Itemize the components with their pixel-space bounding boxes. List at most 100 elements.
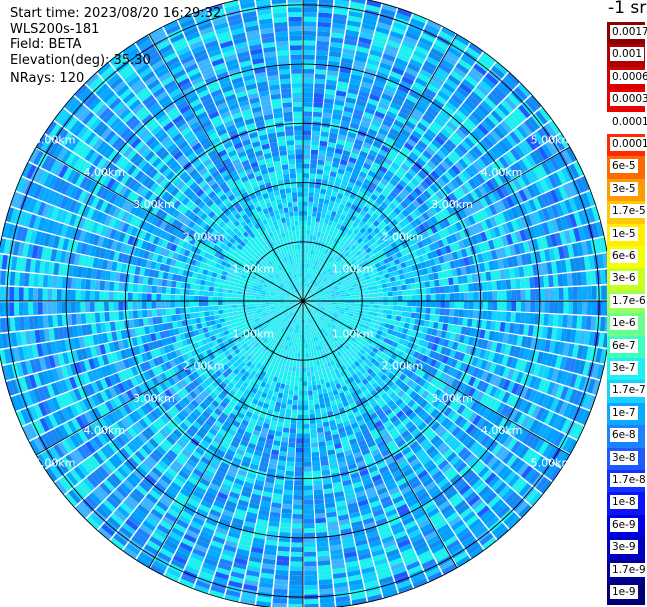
- ppi-cell: [445, 235, 454, 245]
- ppi-cell: [467, 133, 479, 145]
- ppi-cell: [303, 381, 308, 387]
- ppi-cell: [454, 175, 464, 187]
- ppi-cell: [398, 220, 407, 229]
- ppi-cell: [287, 370, 292, 376]
- ppi-cell: [443, 54, 457, 66]
- ppi-cell: [391, 310, 398, 316]
- ppi-cell: [422, 190, 432, 200]
- ppi-cell: [451, 251, 459, 260]
- ppi-cell: [425, 128, 437, 139]
- ppi-cell: [296, 433, 303, 439]
- ppi-cell: [388, 149, 398, 158]
- ppi-cell: [362, 223, 370, 231]
- ppi-cell: [347, 242, 354, 248]
- ppi-cell: [507, 114, 520, 128]
- ppi-cell: [559, 201, 569, 215]
- ppi-cell: [376, 224, 384, 231]
- ppi-cell: [339, 225, 346, 232]
- ppi-cell: [501, 197, 511, 210]
- ppi-cell: [303, 64, 315, 70]
- ppi-cell: [491, 189, 502, 202]
- ppi-cell: [438, 315, 445, 323]
- ppi-cell: [515, 289, 521, 301]
- ppi-cell: [314, 289, 319, 294]
- ppi-cell: [521, 156, 533, 170]
- ppi-cell: [354, 217, 362, 225]
- ppi-cell: [405, 120, 416, 130]
- ppi-cell: [303, 291, 306, 297]
- ppi-cell: [416, 301, 422, 307]
- ppi-cell: [488, 260, 495, 271]
- ppi-cell: [363, 230, 370, 238]
- ppi-cell: [409, 211, 418, 220]
- ppi-cell: [319, 290, 325, 294]
- ppi-cell: [357, 95, 369, 103]
- ppi-cell: [489, 177, 500, 189]
- ppi-cell: [304, 542, 316, 548]
- ppi-cell: [305, 293, 310, 298]
- ppi-cell: [541, 207, 551, 221]
- ppi-cell: [494, 159, 506, 172]
- ppi-cell: [380, 279, 387, 284]
- ppi-cell: [307, 376, 312, 382]
- ppi-cell: [379, 260, 386, 266]
- ppi-cell: [308, 201, 313, 207]
- ppi-cell: [288, 389, 294, 396]
- ppi-cell: [447, 153, 458, 165]
- ppi-cell: [289, 361, 294, 367]
- ppi-cell: [457, 143, 468, 155]
- ppi-cell: [355, 134, 366, 142]
- ppi-cell: [563, 287, 569, 300]
- ppi-cell: [360, 166, 370, 175]
- ppi-cell: [460, 140, 472, 152]
- ppi-cell: [400, 163, 410, 172]
- ppi-cell: [320, 184, 328, 190]
- ppi-cell: [314, 503, 325, 510]
- ppi-cell: [345, 305, 351, 309]
- ppi-cell: [331, 118, 341, 125]
- ppi-cell: [347, 20, 361, 28]
- ppi-cell: [429, 314, 435, 322]
- ppi-cell: [391, 281, 397, 287]
- ppi-cell: [421, 91, 434, 102]
- ppi-cell: [328, 262, 333, 268]
- ppi-cell: [343, 106, 354, 114]
- ppi-cell: [541, 262, 548, 275]
- ppi-cell: [533, 131, 545, 146]
- ppi-cell: [482, 136, 494, 149]
- ppi-cell: [444, 301, 450, 309]
- ppi-cell: [362, 194, 370, 202]
- ppi-cell: [453, 284, 460, 293]
- ppi-cell: [554, 187, 564, 202]
- ppi-cell: [325, 280, 330, 285]
- ppi-cell: [484, 229, 493, 241]
- ppi-cell: [355, 298, 360, 301]
- ppi-cell: [311, 295, 317, 298]
- ppi-cell: [312, 296, 317, 299]
- ppi-cell: [442, 105, 455, 117]
- ppi-cell: [511, 301, 517, 312]
- ppi-cell: [314, 282, 319, 287]
- ppi-cell: [303, 182, 309, 188]
- ppi-cell: [434, 286, 441, 294]
- ppi-cell: [471, 212, 481, 224]
- ppi-cell: [312, 389, 318, 396]
- ppi-cell: [289, 584, 303, 591]
- ppi-cell: [347, 181, 355, 189]
- ppi-cell: [446, 205, 455, 216]
- ppi-cell: [335, 295, 341, 298]
- ppi-cell: [370, 145, 380, 153]
- ppi-cell: [303, 367, 307, 373]
- ppi-cell: [321, 227, 327, 234]
- ppi-cell: [303, 144, 311, 150]
- ppi-cell: [385, 169, 395, 178]
- ppi-cell: [303, 30, 317, 36]
- ppi-cell: [459, 82, 473, 95]
- ppi-cell: [312, 297, 317, 299]
- ppi-cell: [314, 508, 326, 514]
- ppi-cell: [329, 264, 335, 270]
- ppi-cell: [304, 551, 317, 557]
- ppi-cell: [282, 427, 290, 433]
- ppi-cell: [314, 226, 319, 232]
- ppi-cell: [452, 276, 459, 285]
